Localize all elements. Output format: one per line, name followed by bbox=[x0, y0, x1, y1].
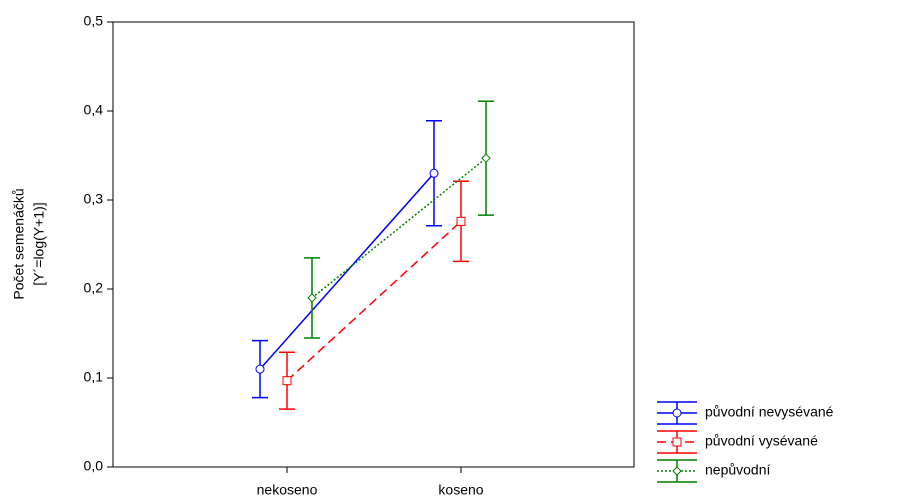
data-point bbox=[307, 293, 317, 303]
data-point bbox=[255, 364, 265, 374]
legend-marker bbox=[672, 408, 682, 418]
data-point bbox=[456, 216, 466, 226]
series-line bbox=[311, 157, 487, 299]
legend-marker bbox=[672, 437, 682, 447]
y-tick-label: 0,5 bbox=[84, 13, 104, 29]
x-tick-label: nekoseno bbox=[257, 482, 318, 498]
series-line bbox=[259, 172, 435, 370]
y-axis-label: [Y´=log(Y+1)] bbox=[31, 202, 47, 285]
series-line bbox=[286, 220, 462, 382]
x-tick-label: koseno bbox=[438, 482, 483, 498]
legend-label: nepůvodní bbox=[705, 462, 771, 478]
y-tick-label: 0,0 bbox=[84, 458, 104, 474]
y-tick-label: 0,4 bbox=[84, 102, 104, 118]
data-point bbox=[429, 168, 439, 178]
legend-label: původní nevysévané bbox=[705, 404, 834, 420]
y-axis-label: Počet semenáčků bbox=[11, 188, 27, 299]
y-tick-label: 0,3 bbox=[84, 191, 104, 207]
y-tick-label: 0,2 bbox=[84, 280, 104, 296]
data-point bbox=[481, 153, 491, 163]
legend-marker bbox=[672, 466, 682, 476]
y-tick-label: 0,1 bbox=[84, 369, 104, 385]
legend-label: původní vysévané bbox=[705, 433, 818, 449]
data-point bbox=[282, 376, 292, 386]
plot-frame bbox=[112, 21, 635, 468]
